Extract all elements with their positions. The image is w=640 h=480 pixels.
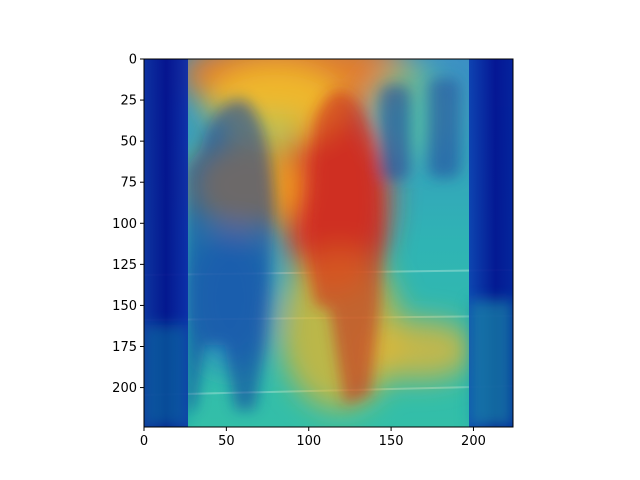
y-tick-label: 200 — [112, 381, 137, 396]
y-tick-label: 175 — [112, 340, 137, 355]
y-tick-label: 150 — [112, 299, 137, 314]
y-tick-label: 0 — [129, 53, 137, 68]
y-tick-label: 100 — [112, 217, 137, 232]
x-tick-label: 200 — [461, 434, 486, 449]
y-tick-label: 125 — [112, 258, 137, 273]
y-tick-label: 50 — [120, 135, 137, 150]
heatmap-image — [144, 59, 513, 427]
x-tick-label: 0 — [140, 434, 148, 449]
y-axis: 0 25 50 75 100 125 150 175 200 — [112, 53, 144, 396]
y-tick-label: 75 — [120, 176, 137, 191]
x-tick-label: 50 — [218, 434, 235, 449]
y-tick-label: 25 — [120, 94, 137, 109]
axes-frame — [143, 58, 514, 428]
x-tick-label: 100 — [296, 434, 321, 449]
x-tick-label: 150 — [379, 434, 404, 449]
x-axis: 0 50 100 150 200 — [140, 427, 486, 449]
